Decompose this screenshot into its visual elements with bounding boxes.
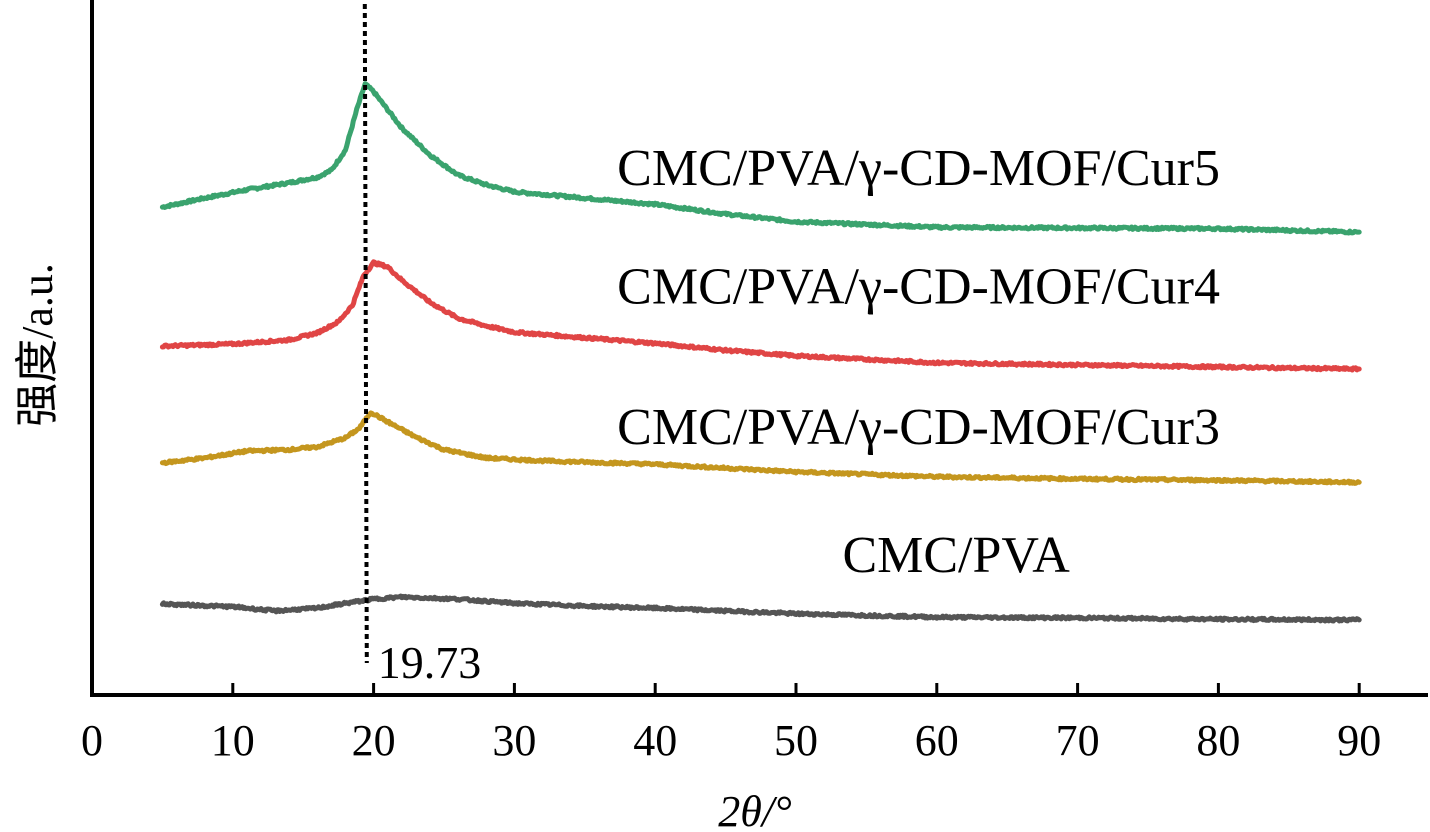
reference-line-label: 19.73 [378,637,482,688]
x-tick-label-0: 0 [81,716,103,765]
series-label-cmc-pva: CMC/PVA [842,527,1070,584]
series-label-cur3: CMC/PVA/γ-CD-MOF/Cur3 [617,399,1220,456]
x-tick-label-20: 20 [352,716,396,765]
x-tick-label-40: 40 [633,716,677,765]
x-tick-label-70: 70 [1056,716,1100,765]
series-labels: CMC/PVA/γ-CD-MOF/Cur5 CMC/PVA/γ-CD-MOF/C… [617,140,1220,584]
reference-line-19-73 [362,3,369,664]
x-tick-label-50: 50 [774,716,818,765]
x-axis-title: 2θ/° [718,787,791,832]
series-line-3 [159,593,1362,624]
series-label-cur4: CMC/PVA/γ-CD-MOF/Cur4 [617,259,1220,316]
y-axis-title: 强度/a.u. [13,263,62,427]
x-tick-label-10: 10 [211,716,255,765]
x-ticks: 0 10 20 30 40 50 60 70 80 90 [81,683,1381,765]
series-line-1 [159,259,1362,373]
x-tick-label-80: 80 [1196,716,1240,765]
series-label-cur5: CMC/PVA/γ-CD-MOF/Cur5 [617,140,1220,197]
series-line-2 [159,410,1362,486]
x-tick-label-60: 60 [915,716,959,765]
series-layer [159,81,1362,624]
series-line-0 [159,81,1362,236]
x-tick-label-30: 30 [492,716,536,765]
x-tick-label-90: 90 [1337,716,1381,765]
